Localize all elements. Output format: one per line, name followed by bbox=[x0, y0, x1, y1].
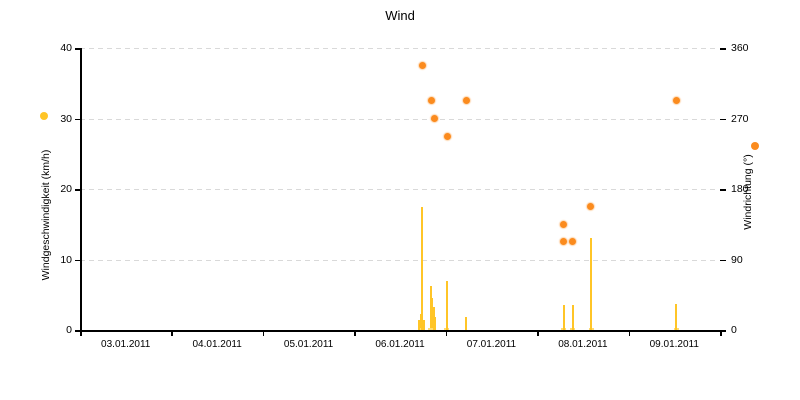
y-left-tick bbox=[75, 189, 80, 191]
y-left-tick bbox=[75, 118, 80, 120]
speed-bar bbox=[571, 305, 574, 330]
y-left-tick bbox=[75, 330, 80, 332]
h-gridline bbox=[80, 48, 716, 49]
y-left-tick-label: 40 bbox=[60, 42, 72, 54]
y-left-tick-label: 10 bbox=[60, 253, 72, 266]
x-tick-label: 03.01.2011 bbox=[101, 339, 151, 350]
h-gridline bbox=[80, 259, 716, 261]
direction-dot bbox=[419, 62, 427, 70]
x-axis-line bbox=[80, 330, 726, 332]
direction-dot bbox=[569, 238, 577, 246]
y-axis-line bbox=[80, 48, 82, 331]
x-tick-label: 06.01.2011 bbox=[375, 339, 425, 350]
speed-bar bbox=[417, 320, 420, 330]
direction-dot bbox=[672, 97, 680, 105]
h-gridline bbox=[80, 189, 716, 190]
x-tick bbox=[537, 330, 539, 336]
wind-speed-legend-dot bbox=[40, 112, 48, 120]
direction-dot bbox=[560, 220, 568, 228]
x-tick bbox=[445, 330, 448, 336]
y-right-tick bbox=[720, 259, 726, 261]
direction-dot bbox=[428, 97, 436, 105]
x-tick bbox=[354, 330, 356, 336]
speed-bar bbox=[562, 305, 565, 330]
x-tick-label: 04.01.2011 bbox=[192, 339, 242, 350]
direction-dot bbox=[587, 203, 595, 211]
speed-bar bbox=[419, 314, 422, 330]
x-tick-label: 07.01.2011 bbox=[466, 339, 517, 350]
y-right-tick-label: 180 bbox=[731, 183, 749, 195]
y-right-tick-label: 270 bbox=[731, 112, 749, 125]
y-right-tick-label: 0 bbox=[731, 324, 737, 336]
speed-bar bbox=[431, 298, 434, 330]
x-tick-label: 09.01.2011 bbox=[649, 339, 699, 350]
x-tick-label: 08.01.2011 bbox=[558, 339, 608, 350]
speed-bar bbox=[590, 238, 592, 330]
y-left-tick bbox=[75, 259, 80, 261]
y-right-tick bbox=[720, 330, 726, 332]
speed-bar bbox=[675, 303, 678, 330]
x-tick bbox=[171, 330, 173, 336]
direction-dot bbox=[430, 115, 438, 122]
speed-bar bbox=[429, 286, 432, 330]
wind-direction-legend-dot bbox=[751, 142, 759, 150]
y-right-tick bbox=[720, 189, 726, 191]
speed-bar bbox=[445, 280, 448, 330]
speed-bar bbox=[421, 206, 424, 330]
y-left-tick-label: 30 bbox=[60, 112, 72, 125]
h-gridline bbox=[80, 118, 716, 120]
y-right-tick-label: 360 bbox=[731, 42, 749, 54]
direction-dot bbox=[443, 132, 451, 140]
chart-title: Wind bbox=[385, 8, 415, 23]
x-tick bbox=[628, 330, 631, 336]
y-left-tick bbox=[75, 48, 80, 50]
speed-bar bbox=[434, 317, 437, 330]
direction-dot bbox=[462, 97, 470, 105]
x-tick bbox=[80, 330, 82, 336]
speed-bar bbox=[465, 317, 468, 330]
x-tick-label: 05.01.2011 bbox=[283, 339, 334, 350]
x-tick bbox=[720, 330, 722, 336]
speed-bar bbox=[422, 320, 425, 330]
x-tick bbox=[262, 330, 265, 336]
speed-bar bbox=[432, 306, 435, 330]
y-right-tick bbox=[720, 118, 726, 120]
y-left-tick-label: 0 bbox=[66, 324, 72, 336]
y-right-tick-label: 90 bbox=[731, 253, 743, 266]
direction-dot bbox=[560, 238, 568, 246]
y-right-tick bbox=[720, 48, 726, 50]
y-left-tick-label: 20 bbox=[60, 183, 72, 195]
